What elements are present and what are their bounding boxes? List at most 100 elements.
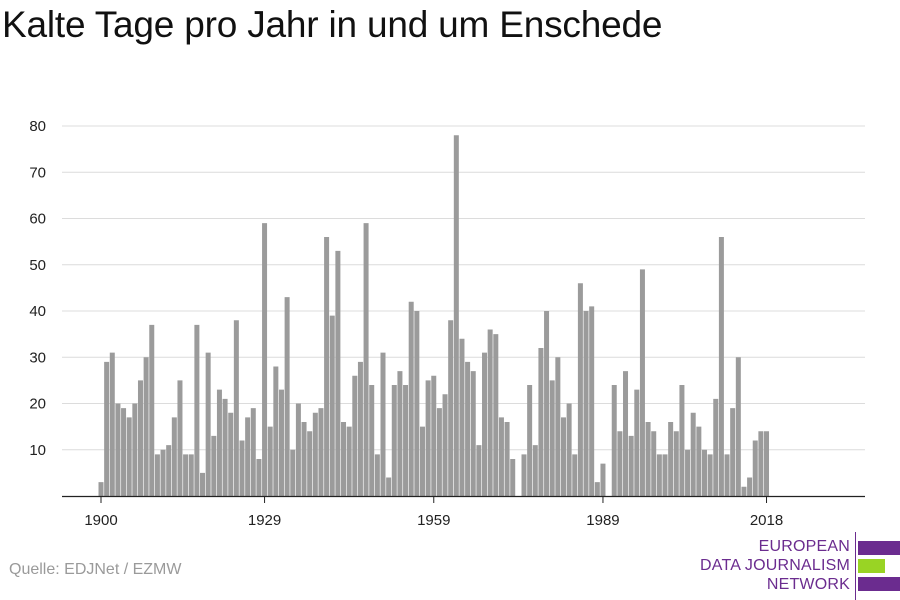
- bar-1962: [448, 320, 454, 496]
- bar-1945: [352, 375, 358, 496]
- bar-1977: [532, 445, 538, 497]
- bar-1982: [560, 417, 566, 497]
- bar-1978: [538, 348, 544, 496]
- bar-1952: [391, 385, 397, 496]
- bar-1909: [149, 324, 155, 497]
- bar-1939: [318, 408, 324, 497]
- bar-1988: [594, 482, 600, 497]
- x-tick-label: 1929: [248, 512, 281, 529]
- bar-1926: [245, 417, 251, 497]
- bar-1972: [504, 422, 510, 496]
- bar-1987: [589, 306, 595, 497]
- bars: [98, 135, 770, 497]
- y-tick-label: 60: [29, 211, 46, 228]
- bar-1971: [498, 417, 504, 497]
- bar-1976: [527, 385, 533, 496]
- bar-1944: [346, 426, 352, 497]
- bar-1925: [239, 440, 245, 496]
- bar-1993: [623, 371, 629, 497]
- bar-1979: [544, 311, 550, 496]
- bar-1916: [188, 454, 194, 497]
- bar-1968: [482, 352, 488, 497]
- bar-1902: [109, 352, 115, 497]
- bar-1996: [639, 269, 645, 497]
- bar-1917: [194, 324, 200, 497]
- source-note: Quelle: EDJNet / EZMW: [9, 561, 182, 578]
- bar-1904: [121, 408, 127, 497]
- bar-1918: [200, 472, 206, 497]
- bar-2012: [730, 408, 736, 497]
- bar-1901: [104, 361, 110, 497]
- bar-2005: [690, 412, 696, 496]
- y-tick-label: 30: [29, 349, 46, 366]
- bar-1955: [408, 301, 414, 496]
- bar-2000: [662, 454, 668, 497]
- bar-1933: [284, 297, 290, 497]
- bar-2015: [747, 477, 753, 496]
- bar-1973: [510, 459, 516, 496]
- bar-1930: [267, 426, 273, 497]
- bar-1960: [436, 408, 442, 497]
- logo-rule: [855, 532, 856, 600]
- bar-1956: [414, 311, 420, 496]
- bar-1969: [487, 329, 493, 496]
- bar-1912: [166, 445, 172, 497]
- bar-1908: [143, 357, 149, 496]
- bar-2003: [679, 385, 685, 496]
- bar-2011: [724, 454, 730, 497]
- bar-1915: [183, 454, 189, 497]
- bar-1948: [369, 385, 375, 496]
- bar-1919: [205, 352, 211, 497]
- bar-1957: [419, 426, 425, 497]
- bar-1910: [154, 454, 160, 497]
- y-tick-label: 10: [29, 442, 46, 459]
- bar-1946: [357, 361, 363, 497]
- bar-1975: [521, 454, 527, 497]
- bar-1989: [600, 463, 606, 497]
- bar-2013: [735, 357, 741, 496]
- bar-1970: [493, 334, 499, 497]
- bar-1903: [115, 403, 121, 496]
- bar-1966: [470, 371, 476, 497]
- bar-1923: [228, 412, 234, 496]
- y-tick-label: 20: [29, 396, 46, 413]
- logo-bar-purple-2: [858, 577, 900, 591]
- bar-1980: [549, 380, 555, 497]
- bar-1942: [335, 250, 341, 497]
- bar-1994: [628, 435, 634, 497]
- bar-1950: [380, 352, 386, 497]
- bar-1943: [341, 422, 347, 496]
- logo-bar-green: [858, 559, 885, 573]
- bar-1914: [177, 380, 183, 497]
- bar-1992: [617, 431, 623, 496]
- logo-bar-purple-1: [858, 541, 900, 555]
- bar-2010: [718, 237, 724, 496]
- bar-2014: [741, 486, 747, 496]
- bar-1911: [160, 449, 166, 496]
- bar-1927: [250, 408, 256, 497]
- x-tick-label: 1959: [417, 512, 450, 529]
- x-tick-label: 2018: [750, 512, 783, 529]
- bar-1941: [329, 315, 335, 497]
- bar-2008: [707, 454, 713, 497]
- bar-2006: [696, 426, 702, 497]
- bar-1940: [324, 237, 330, 496]
- bar-1935: [295, 403, 301, 496]
- bar-1938: [312, 412, 318, 496]
- bar-1949: [374, 454, 380, 497]
- bar-1900: [98, 482, 104, 497]
- bar-1961: [442, 394, 448, 496]
- bar-1905: [126, 417, 132, 497]
- bar-1958: [425, 380, 431, 497]
- bar-1964: [459, 338, 465, 496]
- x-tick-label: 1989: [586, 512, 619, 529]
- bar-1995: [634, 389, 640, 497]
- logo-line-1: EUROPEAN: [758, 538, 850, 555]
- bar-1924: [233, 320, 239, 496]
- y-tick-label: 40: [29, 303, 46, 320]
- bar-2001: [668, 422, 674, 496]
- chart-title: Kalte Tage pro Jahr in und um Enschede: [2, 4, 663, 45]
- bar-1913: [171, 417, 177, 497]
- bar-1991: [611, 385, 617, 496]
- bar-1934: [290, 449, 296, 496]
